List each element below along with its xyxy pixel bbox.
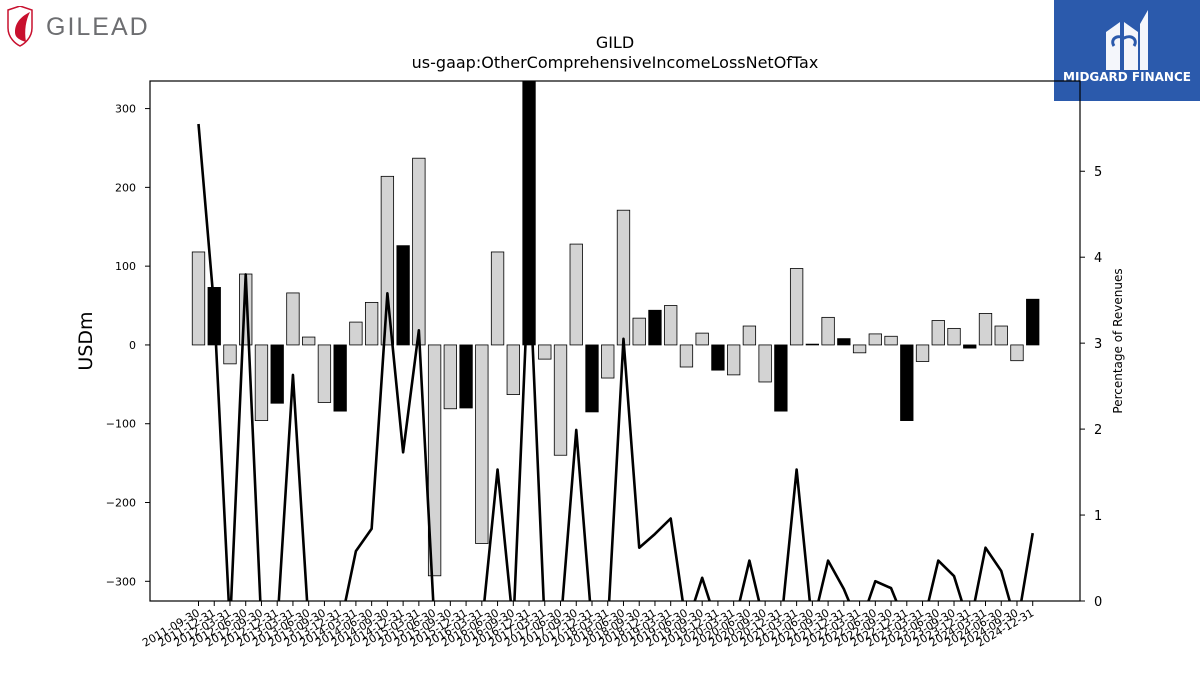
percentage-line	[197, 123, 1035, 601]
bar-2012-03-31	[223, 344, 237, 365]
bar-2023-06-30	[931, 320, 945, 346]
bar-group	[191, 80, 1040, 577]
bar-2021-06-30	[805, 343, 820, 346]
bar-2022-06-30	[868, 333, 882, 346]
right-axis: 0 1 2 3 4 5	[1080, 165, 1102, 610]
chart-title: GILD	[596, 33, 634, 52]
bar-2015-12-31	[459, 344, 473, 409]
y-tick-label: 100	[115, 260, 136, 273]
bar-2024-06-30	[994, 325, 1008, 346]
bar-2018-12-31	[648, 309, 662, 346]
bar-2016-06-30	[490, 251, 505, 346]
bar-2013-06-30	[302, 336, 316, 346]
bar-2019-03-31	[664, 305, 678, 346]
y2-tick-label: 4	[1094, 251, 1102, 266]
bar-2020-06-30	[742, 325, 757, 346]
bar-2014-06-30	[364, 301, 379, 346]
bar-2018-09-30	[632, 317, 646, 346]
bar-2011-09-30	[191, 251, 206, 346]
bar-2019-06-30	[679, 344, 694, 368]
x-axis: 2011-09-302011-12-312012-03-312012-06-30…	[140, 601, 1036, 650]
y-axis-label: USDm	[75, 311, 97, 370]
bar-2023-12-31	[963, 344, 977, 349]
plot-frame	[149, 80, 1081, 602]
y-tick-label: 200	[115, 181, 136, 194]
bar-2022-03-31	[852, 344, 867, 354]
bar-2018-03-31	[601, 344, 615, 379]
bar-2021-09-30	[821, 316, 835, 346]
bar-2017-03-31	[538, 344, 552, 360]
bar-2013-09-30	[317, 344, 332, 403]
bar-2013-03-31	[286, 292, 300, 346]
bar-2016-03-31	[475, 344, 489, 544]
bar-2021-12-31	[837, 338, 851, 346]
bar-2019-09-30	[695, 332, 709, 346]
bar-2016-12-31	[522, 80, 536, 346]
y-tick-label: 0	[129, 339, 136, 352]
gilead-logo: GILEAD	[6, 5, 166, 48]
bar-2016-09-30	[506, 344, 520, 395]
bar-2021-03-31	[789, 268, 804, 346]
line-group	[197, 123, 1035, 601]
chart-subtitle: us-gaap:OtherComprehensiveIncomeLossNetO…	[412, 53, 819, 72]
bar-2018-06-30	[616, 209, 631, 346]
y2-tick-label: 0	[1094, 595, 1102, 610]
y2-tick-label: 3	[1094, 337, 1102, 352]
bar-2020-09-30	[758, 344, 772, 383]
bar-2013-12-31	[333, 344, 347, 412]
y-tick-label: −200	[106, 497, 136, 510]
y-tick-label: 300	[115, 103, 136, 116]
bar-2014-03-31	[349, 321, 363, 346]
bar-2012-12-31	[270, 344, 284, 404]
bar-2015-03-31	[412, 157, 426, 346]
bar-2017-12-31	[585, 344, 599, 413]
bar-2024-09-30	[1010, 344, 1024, 362]
bar-2024-12-31	[1026, 298, 1040, 346]
bar-2022-12-31	[900, 344, 914, 421]
bar-2019-12-31	[711, 344, 725, 371]
bar-2015-09-30	[443, 344, 457, 410]
left-axis: −300 −200 −100 0 100 200 300	[106, 103, 150, 588]
bar-2014-12-31	[396, 245, 410, 346]
bar-2023-03-31	[915, 344, 930, 362]
midgard-finance-logo: MIDGARD FINANCE	[1054, 0, 1200, 101]
y2-tick-label: 5	[1094, 165, 1102, 180]
y-tick-label: −300	[106, 575, 136, 588]
bar-2020-12-31	[774, 344, 788, 412]
svg-text:GILEAD: GILEAD	[46, 13, 150, 41]
bar-2014-09-30	[380, 175, 395, 346]
bar-2012-09-30	[254, 344, 269, 421]
y2-tick-label: 1	[1094, 509, 1102, 524]
y2-axis-label: Percentage of Revenues	[1111, 268, 1125, 413]
bar-2017-06-30	[553, 344, 568, 456]
bar-2024-03-31	[978, 313, 993, 346]
y-tick-label: −100	[106, 418, 136, 431]
bar-2017-09-30	[569, 243, 583, 346]
svg-text:MIDGARD FINANCE: MIDGARD FINANCE	[1063, 70, 1191, 84]
y2-tick-label: 2	[1094, 423, 1102, 438]
bar-2022-09-30	[884, 335, 898, 346]
bar-2020-03-31	[727, 344, 741, 376]
bar-2015-06-30	[427, 344, 442, 577]
bar-2023-09-30	[947, 327, 961, 346]
